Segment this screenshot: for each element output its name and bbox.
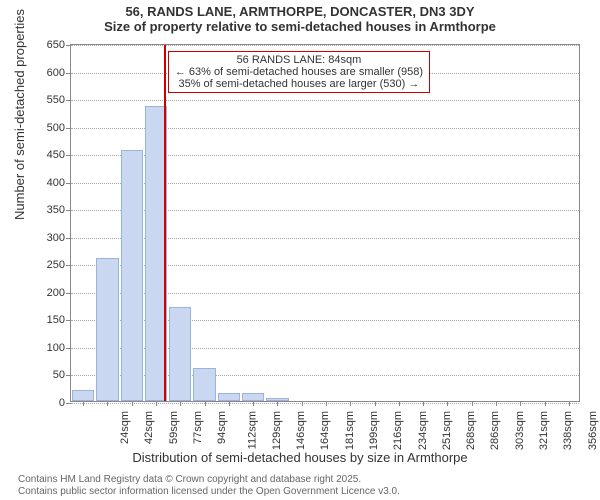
histogram-bar	[121, 150, 143, 401]
ytick-label: 0	[25, 397, 65, 409]
ytick-label: 450	[25, 149, 65, 161]
xtick-mark	[520, 401, 521, 406]
xtick-mark	[326, 401, 327, 406]
xtick-label: 216sqm	[392, 411, 404, 450]
xtick-label: 181sqm	[344, 411, 356, 450]
ytick-mark	[66, 45, 71, 46]
histogram-bar	[96, 258, 118, 401]
histogram-bar	[72, 390, 94, 401]
ytick-mark	[66, 265, 71, 266]
xtick-mark	[447, 401, 448, 406]
ytick-label: 200	[25, 287, 65, 299]
ytick-mark	[66, 320, 71, 321]
xtick-label: 268sqm	[465, 411, 477, 450]
footer-line2: Contains public sector information licen…	[18, 486, 400, 498]
xtick-label: 146sqm	[295, 411, 307, 450]
histogram-chart: 0501001502002503003504004505005506006502…	[70, 44, 580, 402]
page-title: 56, RANDS LANE, ARMTHORPE, DONCASTER, DN…	[0, 4, 600, 19]
ytick-label: 100	[25, 342, 65, 354]
ytick-mark	[66, 155, 71, 156]
histogram-bar	[169, 307, 191, 401]
xtick-label: 338sqm	[562, 411, 574, 450]
xtick-mark	[229, 401, 230, 406]
gridline	[71, 45, 579, 46]
xtick-label: 356sqm	[587, 411, 599, 450]
annotation-line: 35% of semi-detached houses are larger (…	[175, 78, 423, 90]
footer-line1: Contains HM Land Registry data © Crown c…	[18, 474, 400, 486]
ytick-label: 550	[25, 94, 65, 106]
footer-attribution: Contains HM Land Registry data © Crown c…	[18, 474, 400, 498]
xtick-label: 303sqm	[514, 411, 526, 450]
plot-area: 0501001502002503003504004505005506006502…	[70, 44, 580, 402]
ytick-mark	[66, 375, 71, 376]
histogram-bar	[193, 368, 215, 401]
ytick-label: 150	[25, 314, 65, 326]
xtick-label: 129sqm	[271, 411, 283, 450]
xtick-label: 24sqm	[119, 411, 131, 444]
xtick-mark	[472, 401, 473, 406]
xtick-mark	[277, 401, 278, 406]
ytick-label: 50	[25, 369, 65, 381]
xtick-mark	[132, 401, 133, 406]
xtick-mark	[375, 401, 376, 406]
annotation-line: 56 RANDS LANE: 84sqm	[175, 54, 423, 66]
ytick-label: 500	[25, 122, 65, 134]
gridline	[71, 403, 579, 404]
xtick-label: 286sqm	[490, 411, 502, 450]
xtick-mark	[545, 401, 546, 406]
histogram-bar	[242, 393, 264, 401]
xtick-mark	[83, 401, 84, 406]
ytick-mark	[66, 403, 71, 404]
ytick-label: 600	[25, 67, 65, 79]
histogram-bar	[218, 393, 240, 401]
xtick-mark	[107, 401, 108, 406]
xtick-label: 234sqm	[417, 411, 429, 450]
ytick-mark	[66, 128, 71, 129]
gridline	[71, 100, 579, 101]
ytick-label: 400	[25, 177, 65, 189]
ytick-label: 250	[25, 259, 65, 271]
annotation-line: ← 63% of semi-detached houses are smalle…	[175, 66, 423, 78]
annotation-box: 56 RANDS LANE: 84sqm← 63% of semi-detach…	[168, 51, 430, 93]
xtick-mark	[253, 401, 254, 406]
ytick-mark	[66, 183, 71, 184]
xtick-mark	[350, 401, 351, 406]
ytick-mark	[66, 293, 71, 294]
reference-line	[164, 45, 166, 401]
ytick-mark	[66, 100, 71, 101]
xtick-label: 77sqm	[192, 411, 204, 444]
xtick-mark	[302, 401, 303, 406]
xtick-label: 94sqm	[216, 411, 228, 444]
xtick-mark	[399, 401, 400, 406]
xtick-label: 251sqm	[441, 411, 453, 450]
xtick-mark	[180, 401, 181, 406]
xtick-label: 164sqm	[320, 411, 332, 450]
xtick-mark	[423, 401, 424, 406]
xtick-label: 321sqm	[538, 411, 550, 450]
ytick-mark	[66, 73, 71, 74]
xtick-mark	[496, 401, 497, 406]
xtick-label: 42sqm	[143, 411, 155, 444]
ytick-label: 350	[25, 204, 65, 216]
ytick-label: 300	[25, 232, 65, 244]
xtick-label: 199sqm	[368, 411, 380, 450]
xtick-mark	[156, 401, 157, 406]
xtick-mark	[569, 401, 570, 406]
xtick-mark	[205, 401, 206, 406]
ytick-mark	[66, 210, 71, 211]
xtick-label: 59sqm	[168, 411, 180, 444]
page-subtitle: Size of property relative to semi-detach…	[0, 19, 600, 34]
xtick-label: 112sqm	[246, 411, 258, 449]
ytick-mark	[66, 238, 71, 239]
ytick-label: 650	[25, 39, 65, 51]
ytick-mark	[66, 348, 71, 349]
x-axis-label: Distribution of semi-detached houses by …	[0, 450, 600, 465]
